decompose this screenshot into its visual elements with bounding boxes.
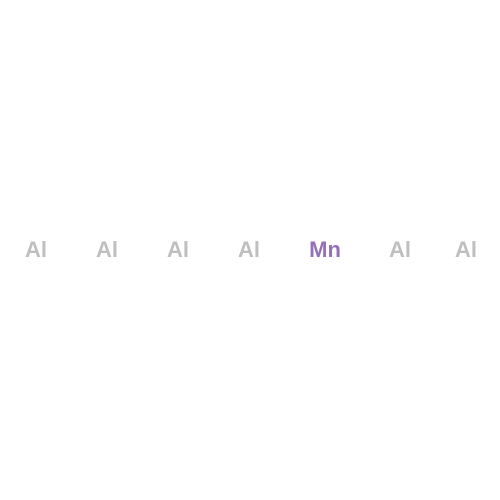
atom-al-1: Al <box>96 237 118 263</box>
atom-mn-4: Mn <box>309 237 341 263</box>
atom-al-0: Al <box>25 237 47 263</box>
atom-al-6: Al <box>455 237 477 263</box>
atom-al-2: Al <box>167 237 189 263</box>
formula-canvas: Al Al Al Al Mn Al Al <box>0 0 500 500</box>
atom-al-5: Al <box>389 237 411 263</box>
atom-al-3: Al <box>238 237 260 263</box>
